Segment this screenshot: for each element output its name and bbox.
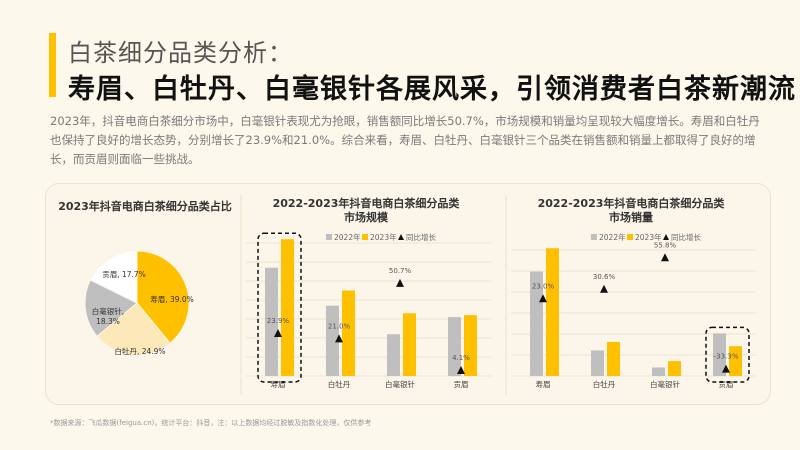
chart-title: 市场销量 — [609, 210, 653, 224]
category-label: 寿眉 — [536, 379, 551, 389]
pie-label: 白毫银针, — [92, 306, 124, 316]
highlight-box — [705, 326, 750, 383]
highlight-box — [257, 232, 302, 383]
bar-2022 — [652, 367, 665, 376]
category-label: 寿眉 — [271, 379, 286, 389]
summary-paragraph: 2023年，抖音电商白茶细分市场中，白毫银针表现尤为抢眼，销售额同比增长50.7… — [50, 114, 760, 166]
chart-title: 2022-2023年抖音电商白茶细分品类 — [273, 196, 461, 210]
pie-label: 贡眉, 17.7% — [102, 270, 146, 279]
bar-2023 — [342, 290, 355, 376]
category-label: 贡眉 — [454, 380, 469, 389]
category-label: 白牡丹 — [328, 379, 351, 389]
legend-growth: 同比增长 — [406, 232, 436, 242]
pie-title: 2023年抖音电商白茶细分品类占比 — [58, 199, 232, 213]
legend-triangle-icon — [663, 234, 669, 240]
chart-title: 2022-2023年抖音电商白茶细分品类 — [538, 196, 726, 210]
growth-label: 30.6% — [593, 273, 616, 281]
chart-title: 市场规模 — [344, 210, 389, 224]
legend-2022: 2022年 — [599, 232, 626, 242]
growth-marker — [335, 334, 343, 343]
growth-marker — [539, 294, 547, 303]
growth-marker — [661, 253, 669, 262]
bar-2022 — [387, 334, 400, 376]
growth-label: 4.1% — [452, 354, 470, 362]
category-label: 白毫银针 — [385, 379, 415, 389]
bar-2023 — [607, 341, 620, 376]
pie-label: 寿眉, 39.0% — [150, 294, 194, 304]
legend-swatch-2022 — [591, 234, 597, 240]
growth-marker — [274, 329, 282, 338]
pie-label: 18.3% — [96, 317, 120, 326]
page-subtitle: 白茶细分品类分析： — [68, 39, 293, 67]
category-label: 贡眉 — [719, 380, 734, 389]
footnote: *数据来源：飞瓜数据(feigua.cn)，统计平台：抖音，注：以上数据均经过脱… — [50, 419, 372, 427]
pie-slice-1 — [96, 302, 171, 356]
bar-2023 — [668, 361, 681, 376]
pie-slice-3 — [89, 250, 138, 304]
legend-2023: 2023年 — [635, 232, 662, 242]
growth-marker — [722, 364, 730, 373]
bar-2023 — [464, 315, 477, 376]
legend-swatch-2023 — [627, 234, 633, 240]
bar-2022 — [713, 333, 726, 376]
pie-slice-0 — [136, 250, 190, 344]
bar-2022 — [326, 305, 339, 376]
category-label: 白毫银针 — [650, 379, 680, 389]
legend-triangle-icon — [398, 234, 404, 240]
bar-2023 — [403, 313, 416, 376]
bar-2022 — [530, 271, 543, 376]
legend-2022: 2022年 — [334, 232, 361, 242]
pie-label: 白牡丹, 24.9% — [114, 346, 165, 356]
bar-2022 — [448, 317, 461, 376]
growth-marker — [396, 278, 404, 287]
category-label: 白牡丹 — [593, 379, 616, 389]
pie-slice-2 — [84, 279, 138, 337]
page-headline: 寿眉、白牡丹、白毫银针各展风采，引领消费者白茶新潮流 — [68, 74, 796, 105]
legend-2023: 2023年 — [370, 232, 397, 242]
growth-label: 23.0% — [532, 282, 555, 290]
growth-marker — [457, 366, 465, 375]
bar-2022 — [265, 267, 278, 376]
bar-2023 — [729, 346, 742, 376]
legend-swatch-2023 — [362, 234, 368, 240]
growth-label: 21.0% — [328, 322, 351, 330]
growth-label: 50.7% — [389, 267, 412, 275]
growth-marker — [600, 284, 608, 293]
bar-2023 — [281, 239, 294, 376]
title-accent-bar — [49, 33, 56, 97]
legend-growth: 同比增长 — [671, 232, 701, 242]
legend-swatch-2022 — [326, 234, 332, 240]
bar-2023 — [546, 248, 559, 376]
growth-label: 55.8% — [654, 241, 677, 249]
growth-label: -33.3% — [714, 353, 739, 361]
growth-label: 23.9% — [267, 317, 290, 325]
bar-2022 — [591, 350, 604, 376]
